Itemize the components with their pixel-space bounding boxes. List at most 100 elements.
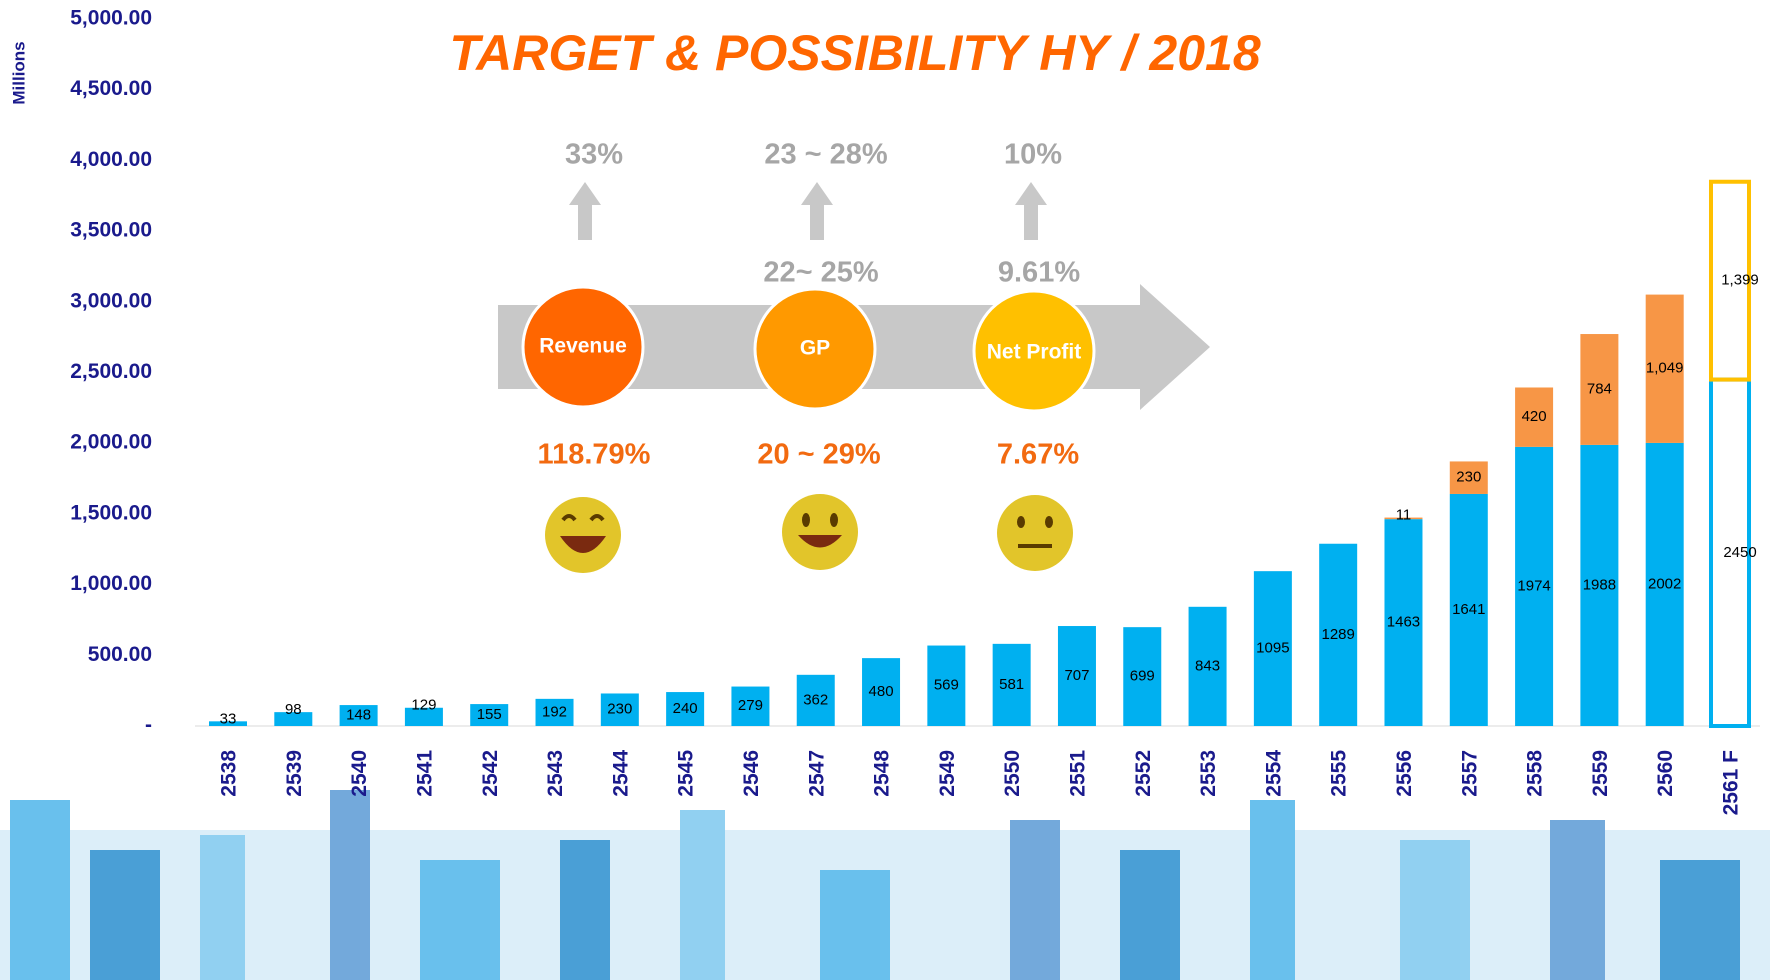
value-label: 2002: [1648, 575, 1681, 592]
emoji-laugh: [545, 497, 621, 573]
y-tick-label: 2,500.00: [70, 360, 152, 383]
y-axis-title: Millions: [9, 41, 28, 104]
value-label: 784: [1587, 380, 1612, 397]
x-tick-label: 2561 F: [1720, 750, 1743, 816]
x-tick-label: 2544: [609, 750, 632, 797]
building: [330, 790, 370, 980]
up-arrow: [801, 182, 833, 240]
building: [420, 860, 500, 980]
x-tick-label: 2550: [1001, 750, 1024, 797]
y-tick-label: 2,000.00: [70, 431, 152, 454]
x-tick-label: 2549: [936, 750, 959, 797]
value-label: 98: [285, 701, 302, 718]
value-label: 362: [803, 691, 828, 708]
x-tick-label: 2543: [544, 750, 567, 797]
metric-label: Revenue: [539, 335, 627, 358]
building: [560, 840, 610, 980]
value-label: 420: [1522, 408, 1547, 425]
value-label: 1988: [1583, 576, 1616, 593]
emoji-smile: [782, 494, 858, 570]
x-tick-label: 2555: [1328, 750, 1351, 797]
value-label: 279: [738, 697, 763, 714]
value-label: 1974: [1517, 577, 1550, 594]
x-tick-label: 2560: [1654, 750, 1677, 797]
x-tick-label: 2558: [1524, 750, 1547, 797]
x-tick-label: 2548: [871, 750, 894, 797]
value-label: 699: [1130, 668, 1155, 685]
value-label: 843: [1195, 657, 1220, 674]
value-label: 707: [1064, 667, 1089, 684]
target: 33%: [565, 139, 623, 171]
building: [10, 800, 70, 980]
building: [680, 810, 725, 980]
x-tick-label: 2557: [1458, 750, 1481, 797]
value-label: 129: [411, 697, 436, 714]
value-label: 1095: [1256, 640, 1289, 657]
value-label: 1,049: [1646, 360, 1684, 377]
y-tick-label: 500.00: [88, 643, 152, 666]
metric-label: GP: [800, 337, 830, 360]
value-label: 230: [1456, 469, 1481, 486]
y-tick-label: 4,500.00: [70, 77, 152, 100]
x-tick-label: 2538: [218, 750, 241, 797]
x-tick-label: 2541: [413, 750, 436, 797]
value-label: 33: [220, 710, 237, 727]
value-label: 1289: [1321, 626, 1354, 643]
building: [1120, 850, 1180, 980]
previous: 22~ 25%: [763, 257, 879, 289]
y-tick-label: 3,000.00: [70, 289, 152, 312]
x-tick-label: 2554: [1262, 750, 1285, 797]
y-tick-label: 1,500.00: [70, 501, 152, 524]
building: [90, 850, 160, 980]
up-arrows: [569, 182, 1047, 240]
value-label: 569: [934, 677, 959, 694]
value-label: 1463: [1387, 614, 1420, 631]
result: 20 ~ 29%: [757, 439, 881, 471]
up-arrow: [569, 182, 601, 240]
value-label: 240: [673, 700, 698, 717]
result: 118.79%: [538, 439, 651, 471]
x-tick-label: 2542: [479, 750, 502, 797]
value-label: 581: [999, 676, 1024, 693]
x-tick-label: 2546: [740, 750, 763, 797]
value-label: 148: [346, 707, 371, 724]
x-tick-label: 2539: [283, 750, 306, 797]
x-tick-label: 2559: [1589, 750, 1612, 797]
chart-title: TARGET & POSSIBILITY HY / 2018: [449, 25, 1261, 81]
y-tick-label: 5,000.00: [70, 7, 152, 30]
value-label: 11: [1396, 507, 1412, 524]
building: [200, 835, 245, 980]
value-label: 192: [542, 703, 567, 720]
building: [820, 870, 890, 980]
value-label: 2450: [1723, 544, 1756, 561]
y-tick-label: -: [145, 714, 152, 737]
skyline: [0, 790, 1770, 980]
x-tick-label: 2551: [1067, 750, 1090, 797]
building: [1660, 860, 1740, 980]
y-tick-label: 4,000.00: [70, 148, 152, 171]
value-label: 480: [869, 683, 894, 700]
previous: 9.61%: [998, 257, 1080, 289]
x-tick-label: 2553: [1197, 750, 1220, 797]
x-tick-label: 2556: [1393, 750, 1416, 797]
building: [1550, 820, 1605, 980]
target: 10%: [1004, 139, 1062, 171]
metric-label: Net Profit: [987, 341, 1082, 364]
result: 7.67%: [997, 439, 1079, 471]
value-label: 1,399: [1721, 272, 1759, 289]
building: [1250, 800, 1295, 980]
value-label: 155: [477, 706, 502, 723]
x-tick-label: 2552: [1132, 750, 1155, 797]
emoji-neutral: [997, 495, 1073, 571]
y-tick-label: 3,500.00: [70, 219, 152, 242]
building: [1010, 820, 1060, 980]
up-arrow: [1015, 182, 1047, 240]
value-label: 230: [607, 701, 632, 718]
y-tick-label: 1,000.00: [70, 572, 152, 595]
value-label: 1641: [1452, 601, 1485, 618]
building: [1400, 840, 1470, 980]
x-tick-label: 2545: [675, 750, 698, 797]
x-tick-label: 2547: [805, 750, 828, 797]
x-tick-label: 2540: [348, 750, 371, 797]
target: 23 ~ 28%: [764, 139, 888, 171]
